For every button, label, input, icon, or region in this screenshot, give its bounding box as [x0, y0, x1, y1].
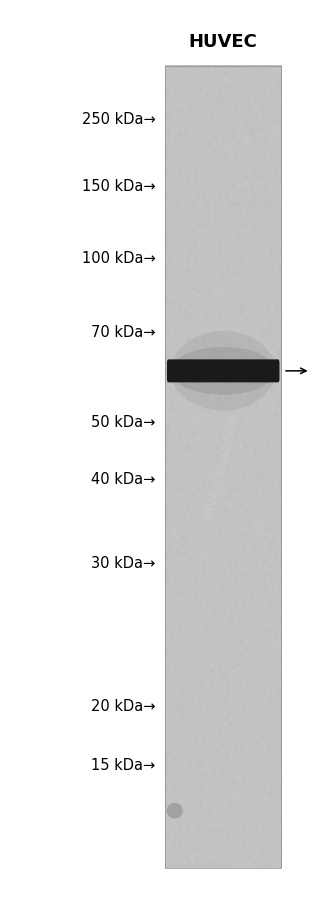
Ellipse shape: [171, 332, 276, 411]
Text: WWW.PTGLAB.COM: WWW.PTGLAB.COM: [204, 413, 242, 521]
Ellipse shape: [167, 803, 183, 819]
Bar: [165, 67, 281, 869]
Text: 70 kDa→: 70 kDa→: [91, 325, 155, 340]
Text: 250 kDa→: 250 kDa→: [82, 112, 155, 127]
Ellipse shape: [171, 347, 276, 395]
Text: 100 kDa→: 100 kDa→: [82, 251, 155, 266]
Text: 15 kDa→: 15 kDa→: [91, 758, 155, 772]
Text: 40 kDa→: 40 kDa→: [91, 472, 155, 487]
Text: 20 kDa→: 20 kDa→: [91, 698, 155, 713]
Text: 150 kDa→: 150 kDa→: [82, 179, 155, 193]
FancyBboxPatch shape: [167, 360, 280, 383]
Text: 50 kDa→: 50 kDa→: [91, 414, 155, 429]
Text: 30 kDa→: 30 kDa→: [91, 556, 155, 571]
Text: HUVEC: HUVEC: [189, 32, 258, 51]
